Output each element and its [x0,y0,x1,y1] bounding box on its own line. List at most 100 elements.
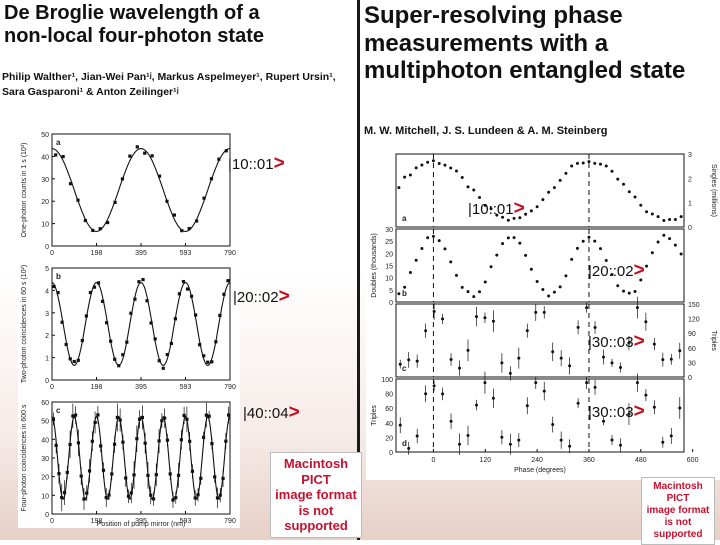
data-point [84,314,88,318]
data-point [535,279,539,283]
data-point [169,341,173,346]
left-title-line-2: non-local four-photon state [4,25,264,47]
fit-curve [51,282,231,366]
data-point [68,442,72,447]
data-point [489,265,493,269]
data-point [414,258,418,262]
data-point [668,217,672,221]
data-point [668,237,672,241]
data-point [207,414,211,418]
data-point [568,444,572,448]
y-tick-label: 10 [41,222,49,229]
data-point [202,196,206,200]
data-point [495,213,499,217]
x-tick-label: 593 [180,250,192,257]
data-point [115,415,119,420]
y-tick-label: 5 [389,288,393,295]
ket-close: > [633,401,645,422]
data-point [541,287,545,291]
data-point [87,469,92,473]
data-point [125,340,129,344]
data-point [113,200,117,204]
data-point [506,236,510,240]
y-tick-label: 50 [41,419,49,426]
data-point [669,357,673,361]
data-point [551,423,555,427]
data-point [635,306,639,310]
data-point [678,406,682,410]
data-point [495,253,499,257]
data-point [627,412,631,416]
right-figure-plots: abcd012305101520253003060901201500204060… [371,152,717,474]
data-point [633,195,637,199]
data-point [187,226,191,231]
data-point [403,175,407,179]
data-point [449,260,453,264]
data-point [610,438,614,442]
right-title-line-2: measurements with a [364,29,609,57]
y-tick-label: 5 [45,266,49,273]
state-label-right-3: |30::03> [588,331,645,353]
data-point [437,239,441,243]
data-point [222,292,226,296]
data-point [610,272,614,276]
data-point [524,212,528,216]
data-point [153,337,157,341]
data-point [559,438,563,442]
data-point [408,271,412,275]
data-point [449,358,453,362]
data-point [135,437,139,441]
data-point [154,473,158,477]
panel-letter: d [402,439,407,448]
data-point [415,359,419,363]
data-point [168,472,172,476]
data-point [483,381,487,385]
data-point [610,169,614,173]
x-tick-label: 600 [687,457,699,464]
y-axis-label-right: Singles (millions) [710,164,717,217]
data-point [483,203,487,207]
data-point [117,364,121,368]
y-tick-label: 15 [385,264,393,271]
data-point [575,246,579,250]
data-point [106,220,110,225]
data-point [180,229,184,233]
data-point [194,313,198,317]
data-point [199,476,203,480]
data-point [673,218,677,222]
data-point [54,153,58,157]
y-tick-label: 40 [41,154,49,161]
x-tick-label: 593 [180,518,192,525]
data-point [100,299,105,303]
data-point [656,240,660,244]
data-point [171,498,175,502]
state-label-text: |10::01 [468,201,514,218]
y-tick-label: 80 [385,392,393,399]
data-point [534,310,538,314]
data-point [76,198,80,202]
data-point [60,495,64,500]
data-point [673,243,677,247]
y-tick-label: 10 [41,493,49,500]
data-point [407,358,411,362]
data-point [472,295,476,299]
y-axis-label: Two-photon coincidences in 60 s (10²) [21,265,28,383]
data-point [226,279,230,283]
state-label-left-2: |20::02> [233,286,290,308]
data-point [431,234,435,238]
y-tick-label: 0 [45,244,49,251]
data-point [581,239,585,243]
data-point [74,413,78,417]
y-tick-label: 10 [385,276,393,283]
data-point [99,444,103,448]
data-point [478,290,482,294]
data-point [177,292,182,296]
x-tick-label: 198 [91,384,103,391]
data-point [218,313,222,318]
data-point [602,355,606,359]
data-point [64,342,68,347]
y-tick-label-right: 0 [688,225,692,232]
data-point [518,241,522,245]
data-point [460,176,464,180]
data-point [204,413,208,417]
